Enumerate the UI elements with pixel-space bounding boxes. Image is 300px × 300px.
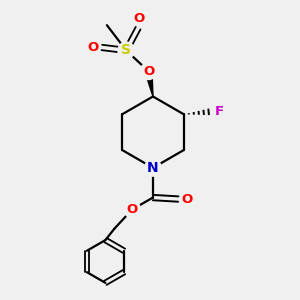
Circle shape [145, 160, 161, 176]
Text: N: N [147, 161, 159, 175]
Text: S: S [121, 44, 131, 57]
Text: O: O [133, 12, 144, 25]
Text: O: O [143, 65, 154, 78]
Text: O: O [87, 41, 98, 54]
Circle shape [140, 63, 157, 80]
Circle shape [118, 42, 134, 59]
Text: F: F [215, 105, 224, 118]
Polygon shape [145, 70, 153, 97]
Text: O: O [127, 203, 138, 216]
Circle shape [124, 201, 140, 218]
Text: O: O [182, 193, 193, 206]
